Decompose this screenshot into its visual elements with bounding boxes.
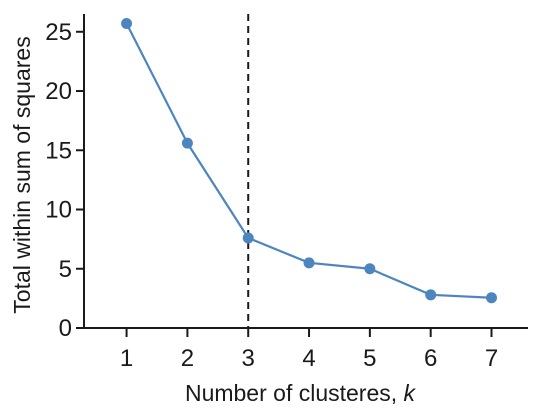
x-tick-label: 6	[424, 345, 437, 372]
y-axis-title: Total within sum of squares	[9, 36, 35, 313]
data-point	[181, 137, 193, 149]
data-point	[425, 289, 437, 301]
data-point	[121, 17, 133, 29]
data-point	[364, 263, 376, 275]
x-tick-label: 1	[120, 345, 133, 372]
y-tick-label: 5	[59, 256, 72, 283]
data-point	[303, 257, 315, 269]
x-tick-label: 5	[363, 345, 376, 372]
axes: 0 5 10 15 20 25 1 2 3 4 5 6 7	[45, 14, 528, 372]
x-tick-label: 4	[302, 345, 315, 372]
y-tick-label: 10	[45, 197, 72, 224]
data-point	[486, 292, 498, 304]
x-tick-label: 3	[242, 345, 255, 372]
y-tick-label: 20	[45, 78, 72, 105]
series-group	[121, 17, 498, 304]
axis-titles: Number of clusteres, k Total within sum …	[9, 36, 417, 406]
x-axis-title-variable: k	[404, 380, 417, 406]
series-line	[125, 22, 492, 299]
data-point	[242, 232, 254, 244]
y-tick-label: 25	[45, 19, 72, 46]
y-tick-label: 15	[45, 137, 72, 164]
x-tick-label: 7	[485, 345, 498, 372]
x-tick-label: 2	[181, 345, 194, 372]
y-tick-label: 0	[59, 315, 72, 342]
x-axis-title: Number of clusteres, k	[185, 380, 417, 406]
x-axis-title-text: Number of clusteres,	[185, 380, 404, 406]
